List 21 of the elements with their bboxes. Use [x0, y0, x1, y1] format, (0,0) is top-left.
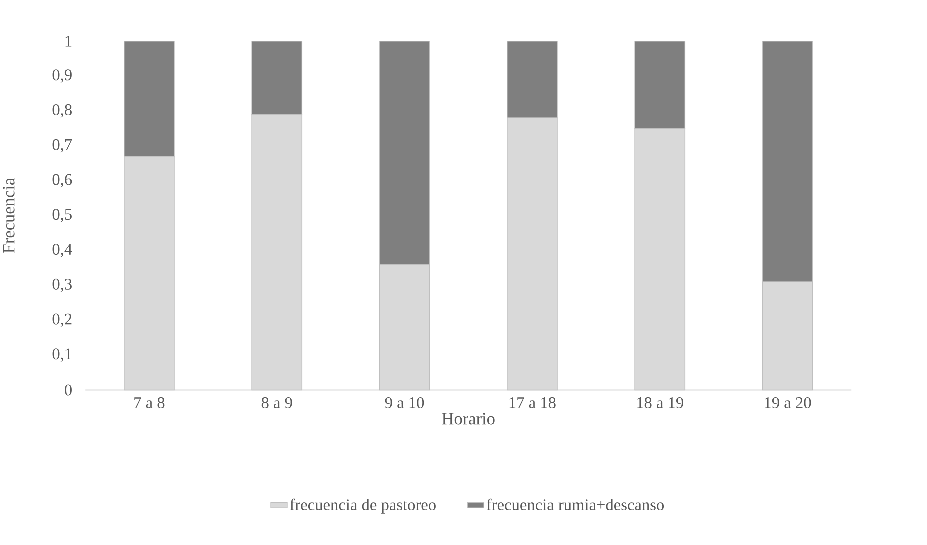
- y-tick-label: 0,6: [52, 174, 72, 188]
- x-tick-label: 19 a 20: [765, 397, 812, 408]
- x-tick-label: 7 a 8: [134, 397, 165, 408]
- x-axis-title: Horario: [442, 412, 495, 425]
- y-tick-label: 0,5: [52, 208, 72, 222]
- x-tick-label: 17 a 18: [510, 397, 556, 408]
- y-tick-label: 0,8: [52, 104, 72, 118]
- legend-label: frecuencia rumia+descanso: [486, 498, 664, 510]
- legend-label: frecuencia de pastoreo: [290, 498, 436, 514]
- y-tick-label: 0: [65, 384, 72, 396]
- x-tick-label: 18 a 19: [638, 397, 684, 408]
- y-tick-label: 0,1: [52, 348, 72, 362]
- y-tick-label: 1: [66, 36, 72, 47]
- y-tick-label: 0,7: [52, 139, 72, 153]
- y-axis-title: Frecuencia: [3, 178, 15, 254]
- y-tick-label: 0,4: [52, 244, 72, 258]
- y-tick-label: 0,9: [52, 69, 72, 83]
- y-tick-label: 0,2: [52, 314, 72, 327]
- y-tick-label: 0,3: [52, 278, 72, 292]
- x-tick-label: 9 a 10: [385, 397, 424, 408]
- x-tick-label: 8 a 9: [262, 397, 292, 408]
